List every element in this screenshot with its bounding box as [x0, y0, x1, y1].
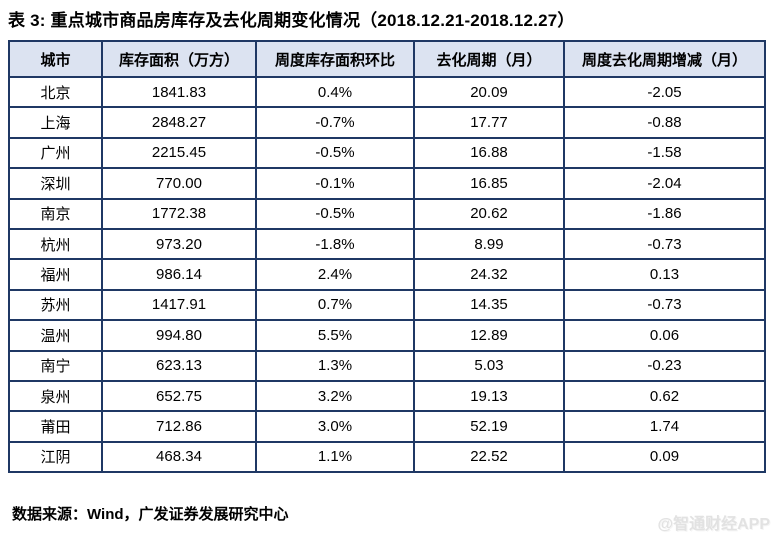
inventory-area-cell: 623.13 [101, 349, 257, 382]
weekly-cycle-change-cell: -0.23 [563, 349, 766, 382]
destock-cycle-cell: 16.85 [413, 167, 565, 200]
city-cell: 江阴 [8, 440, 103, 474]
city-cell: 温州 [8, 319, 103, 352]
destock-cycle-cell: 20.09 [413, 75, 565, 109]
destock-cycle-cell: 20.62 [413, 197, 565, 230]
city-cell: 广州 [8, 136, 103, 170]
destock-cycle-cell: 17.77 [413, 106, 565, 139]
weekly-area-change-cell: 3.0% [255, 410, 415, 443]
inventory-area-cell: 770.00 [101, 167, 257, 200]
city-cell: 南宁 [8, 349, 103, 382]
header-city: 城市 [8, 40, 103, 78]
inventory-area-cell: 712.86 [101, 410, 257, 443]
inventory-area-cell: 652.75 [101, 379, 257, 413]
table-row: 温州 994.80 5.5% 12.89 0.06 [8, 319, 766, 352]
weekly-area-change-cell: 1.1% [255, 440, 415, 474]
destock-cycle-cell: 5.03 [413, 349, 565, 382]
table-row: 南京 1772.38 -0.5% 20.62 -1.86 [8, 197, 766, 230]
weekly-cycle-change-cell: 1.74 [563, 410, 766, 443]
weekly-area-change-cell: 0.7% [255, 288, 415, 322]
header-row: 城市 库存面积（万方） 周度库存面积环比 去化周期（月） 周度去化周期增减（月） [8, 40, 766, 78]
weekly-area-change-cell: -0.7% [255, 106, 415, 139]
city-cell: 泉州 [8, 379, 103, 413]
weekly-cycle-change-cell: -2.04 [563, 167, 766, 200]
inventory-area-cell: 2215.45 [101, 136, 257, 170]
city-cell: 上海 [8, 106, 103, 139]
inventory-area-cell: 986.14 [101, 258, 257, 291]
weekly-cycle-change-cell: -0.73 [563, 227, 766, 261]
table-row: 福州 986.14 2.4% 24.32 0.13 [8, 258, 766, 291]
table-row: 莆田 712.86 3.0% 52.19 1.74 [8, 410, 766, 443]
weekly-cycle-change-cell: 0.13 [563, 258, 766, 291]
weekly-cycle-change-cell: 0.62 [563, 379, 766, 413]
weekly-area-change-cell: 3.2% [255, 379, 415, 413]
city-cell: 苏州 [8, 288, 103, 322]
weekly-area-change-cell: -1.8% [255, 227, 415, 261]
table-row: 广州 2215.45 -0.5% 16.88 -1.58 [8, 136, 766, 170]
table-body: 北京 1841.83 0.4% 20.09 -2.05 上海 2848.27 -0.7% 17.… [8, 75, 766, 474]
weekly-area-change-cell: 5.5% [255, 319, 415, 352]
table-row: 杭州 973.20 -1.8% 8.99 -0.73 [8, 227, 766, 261]
inventory-area-cell: 2848.27 [101, 106, 257, 139]
header-inventory-area: 库存面积（万方） [101, 40, 257, 78]
weekly-area-change-cell: 0.4% [255, 75, 415, 109]
city-cell: 北京 [8, 75, 103, 109]
table-row: 泉州 652.75 3.2% 19.13 0.62 [8, 379, 766, 413]
weekly-cycle-change-cell: -0.73 [563, 288, 766, 322]
city-cell: 福州 [8, 258, 103, 291]
weekly-cycle-change-cell: -2.05 [563, 75, 766, 109]
destock-cycle-cell: 14.35 [413, 288, 565, 322]
table-row: 江阴 468.34 1.1% 22.52 0.09 [8, 440, 766, 474]
destock-cycle-cell: 8.99 [413, 227, 565, 261]
inventory-area-cell: 468.34 [101, 440, 257, 474]
destock-cycle-cell: 24.32 [413, 258, 565, 291]
table-row: 上海 2848.27 -0.7% 17.77 -0.88 [8, 106, 766, 139]
table-title: 表 3: 重点城市商品房库存及去化周期变化情况（2018.12.21-2018.… [8, 11, 575, 30]
destock-cycle-cell: 16.88 [413, 136, 565, 170]
header-weekly-cycle-change: 周度去化周期增减（月） [563, 40, 766, 78]
weekly-cycle-change-cell: 0.09 [563, 440, 766, 474]
inventory-area-cell: 1417.91 [101, 288, 257, 322]
table-row: 南宁 623.13 1.3% 5.03 -0.23 [8, 349, 766, 382]
inventory-area-cell: 1841.83 [101, 75, 257, 109]
city-cell: 杭州 [8, 227, 103, 261]
header-weekly-area-change: 周度库存面积环比 [255, 40, 415, 78]
weekly-cycle-change-cell: 0.06 [563, 319, 766, 352]
inventory-area-cell: 973.20 [101, 227, 257, 261]
table-row: 北京 1841.83 0.4% 20.09 -2.05 [8, 75, 766, 109]
weekly-cycle-change-cell: -1.58 [563, 136, 766, 170]
inventory-area-cell: 994.80 [101, 319, 257, 352]
city-cell: 莆田 [8, 410, 103, 443]
data-source-note: 数据来源：Wind，广发证券发展研究中心 [12, 506, 289, 523]
table-row: 深圳 770.00 -0.1% 16.85 -2.04 [8, 167, 766, 200]
destock-cycle-cell: 22.52 [413, 440, 565, 474]
destock-cycle-cell: 19.13 [413, 379, 565, 413]
inventory-area-cell: 1772.38 [101, 197, 257, 230]
weekly-cycle-change-cell: -0.88 [563, 106, 766, 139]
weekly-area-change-cell: 1.3% [255, 349, 415, 382]
weekly-area-change-cell: -0.1% [255, 167, 415, 200]
table-row: 苏州 1417.91 0.7% 14.35 -0.73 [8, 288, 766, 322]
weekly-area-change-cell: 2.4% [255, 258, 415, 291]
watermark: @智通财经APP [657, 516, 770, 533]
header-destock-cycle: 去化周期（月） [413, 40, 565, 78]
weekly-area-change-cell: -0.5% [255, 197, 415, 230]
weekly-cycle-change-cell: -1.86 [563, 197, 766, 230]
city-cell: 南京 [8, 197, 103, 230]
city-cell: 深圳 [8, 167, 103, 200]
inventory-table: 城市 库存面积（万方） 周度库存面积环比 去化周期（月） 周度去化周期增减（月）… [8, 40, 766, 474]
weekly-area-change-cell: -0.5% [255, 136, 415, 170]
destock-cycle-cell: 52.19 [413, 410, 565, 443]
destock-cycle-cell: 12.89 [413, 319, 565, 352]
